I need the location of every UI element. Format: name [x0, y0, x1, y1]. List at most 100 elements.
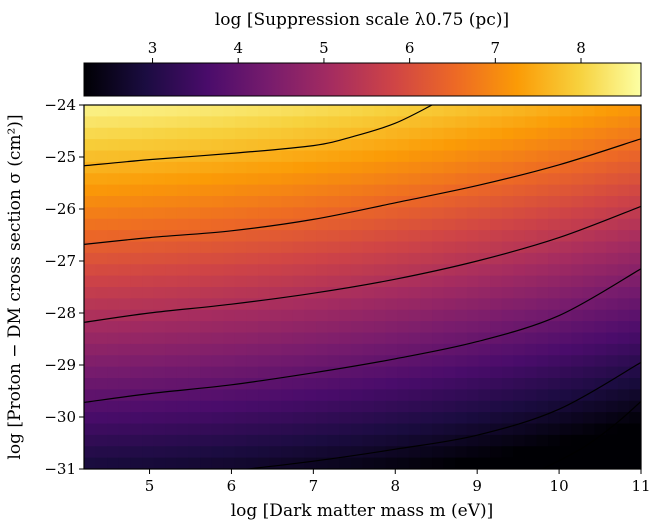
heatmap-cell — [501, 321, 514, 334]
heatmap-cell — [420, 332, 433, 345]
heatmap-cell — [606, 184, 619, 197]
heatmap-cell — [513, 378, 526, 390]
heatmap-cell — [559, 332, 572, 345]
heatmap-cell — [95, 378, 108, 390]
heatmap-cell — [432, 446, 445, 459]
heatmap-cell — [188, 218, 201, 231]
heatmap-cell — [223, 139, 236, 152]
heatmap-cell — [316, 105, 329, 117]
heatmap-cell — [316, 207, 329, 220]
heatmap-cell — [95, 400, 108, 413]
heatmap-cell — [269, 457, 282, 469]
heatmap-cell — [455, 252, 468, 265]
heatmap-cell — [617, 355, 630, 368]
heatmap-cell — [234, 173, 248, 186]
heatmap-cell — [374, 105, 387, 117]
heatmap-cell — [385, 423, 398, 436]
heatmap-cell — [258, 412, 271, 425]
heatmap-cell — [513, 196, 526, 208]
heatmap-cell — [107, 150, 120, 163]
heatmap-cell — [408, 139, 422, 152]
heatmap-cell — [292, 389, 306, 402]
heatmap-cell — [211, 230, 224, 243]
heatmap-cell — [165, 139, 178, 152]
heatmap-cell — [176, 400, 190, 413]
heatmap-cell — [524, 150, 538, 163]
heatmap-cell — [234, 264, 248, 277]
heatmap-cell — [443, 105, 456, 117]
heatmap-cell — [455, 241, 468, 254]
heatmap-cell — [513, 218, 526, 231]
heatmap-cell — [316, 366, 329, 379]
heatmap-cell — [316, 264, 329, 277]
heatmap-cell — [269, 400, 282, 413]
heatmap-cell — [374, 378, 387, 390]
heatmap-cell — [397, 423, 410, 436]
heatmap-cell — [327, 252, 340, 265]
heatmap — [84, 105, 641, 469]
heatmap-cell — [292, 241, 306, 254]
heatmap-cell — [606, 309, 619, 322]
heatmap-cell — [374, 161, 387, 174]
heatmap-cell — [466, 321, 480, 334]
heatmap-cell — [501, 457, 514, 469]
heatmap-cell — [606, 150, 619, 163]
heatmap-cell — [466, 196, 480, 208]
heatmap-cell — [165, 184, 178, 197]
heatmap-cell — [153, 139, 166, 152]
heatmap-cell — [466, 173, 480, 186]
heatmap-cell — [223, 218, 236, 231]
heatmap-cell — [594, 457, 607, 469]
heatmap-cell — [490, 264, 503, 277]
heatmap-cell — [362, 423, 375, 436]
heatmap-cell — [84, 230, 97, 243]
heatmap-cell — [397, 457, 410, 469]
heatmap-cell — [84, 184, 97, 197]
heatmap-cell — [153, 366, 166, 379]
heatmap-cell — [513, 332, 526, 345]
heatmap-cell — [466, 161, 480, 174]
heatmap-cell — [617, 457, 630, 469]
heatmap-cell — [606, 400, 619, 413]
heatmap-cell — [200, 321, 213, 334]
heatmap-cell — [211, 378, 224, 390]
heatmap-cell — [629, 139, 641, 152]
heatmap-cell — [107, 309, 120, 322]
heatmap-cell — [385, 321, 398, 334]
heatmap-cell — [617, 389, 630, 402]
heatmap-cell — [246, 252, 259, 265]
heatmap-cell — [617, 161, 630, 174]
heatmap-cell — [350, 343, 364, 356]
heatmap-cell — [397, 298, 410, 311]
heatmap-cell — [165, 412, 178, 425]
heatmap-cell — [374, 173, 387, 186]
heatmap-cell — [165, 207, 178, 220]
heatmap-cell — [582, 457, 596, 469]
heatmap-cell — [165, 343, 178, 356]
heatmap-cell — [269, 366, 282, 379]
heatmap-cell — [327, 457, 340, 469]
heatmap-cell — [559, 298, 572, 311]
heatmap-cell — [188, 264, 201, 277]
heatmap-cell — [420, 423, 433, 436]
heatmap-cell — [176, 275, 190, 288]
heatmap-cell — [524, 252, 538, 265]
heatmap-cell — [466, 287, 480, 299]
heatmap-cell — [385, 332, 398, 345]
heatmap-cell — [316, 343, 329, 356]
heatmap-cell — [559, 218, 572, 231]
heatmap-cell — [420, 230, 433, 243]
heatmap-cell — [281, 241, 294, 254]
heatmap-cell — [95, 127, 108, 140]
heatmap-cell — [594, 446, 607, 459]
heatmap-cell — [524, 434, 538, 447]
heatmap-cell — [571, 218, 584, 231]
heatmap-cell — [582, 196, 596, 208]
heatmap-cell — [617, 321, 630, 334]
heatmap-cell — [629, 252, 641, 265]
heatmap-cell — [200, 105, 213, 117]
heatmap-cell — [524, 366, 538, 379]
heatmap-cell — [559, 207, 572, 220]
heatmap-cell — [571, 139, 584, 152]
heatmap-cell — [176, 309, 190, 322]
